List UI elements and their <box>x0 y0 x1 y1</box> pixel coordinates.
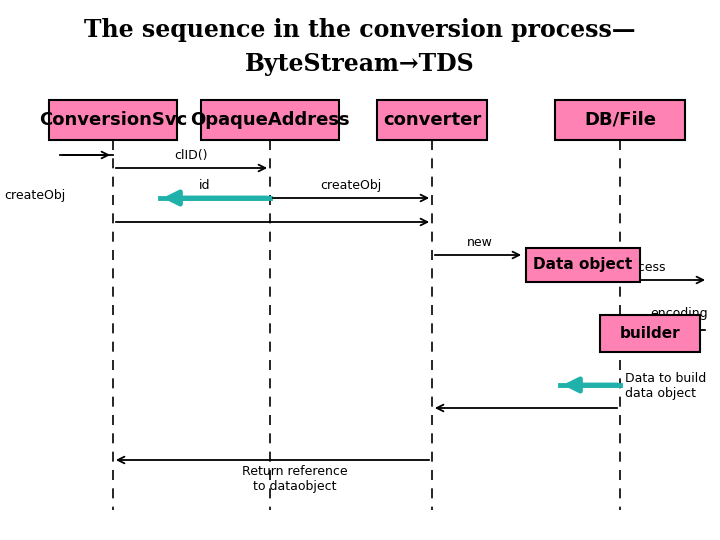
Text: The sequence in the conversion process—: The sequence in the conversion process— <box>84 18 636 42</box>
Text: id: id <box>199 179 211 192</box>
FancyBboxPatch shape <box>377 100 487 140</box>
Text: converter: converter <box>383 111 481 129</box>
Text: ByteStream→TDS: ByteStream→TDS <box>246 52 474 76</box>
Text: Data to build
data object: Data to build data object <box>625 372 706 400</box>
Text: OpaqueAddress: OpaqueAddress <box>190 111 350 129</box>
Text: Return reference
to dataobject: Return reference to dataobject <box>242 465 348 493</box>
FancyBboxPatch shape <box>201 100 339 140</box>
FancyBboxPatch shape <box>555 100 685 140</box>
Text: builder: builder <box>620 326 680 341</box>
FancyBboxPatch shape <box>49 100 177 140</box>
Text: clID(): clID() <box>174 149 208 162</box>
Text: DB/File: DB/File <box>584 111 656 129</box>
Text: Data object: Data object <box>534 258 633 273</box>
Text: ConversionSvc: ConversionSvc <box>39 111 187 129</box>
Text: createObj: createObj <box>4 188 66 201</box>
Text: encoding: encoding <box>650 307 708 320</box>
Text: createObj: createObj <box>320 179 382 192</box>
FancyBboxPatch shape <box>600 315 700 352</box>
Text: access: access <box>624 261 666 274</box>
Text: new: new <box>467 236 493 249</box>
FancyBboxPatch shape <box>526 248 640 282</box>
